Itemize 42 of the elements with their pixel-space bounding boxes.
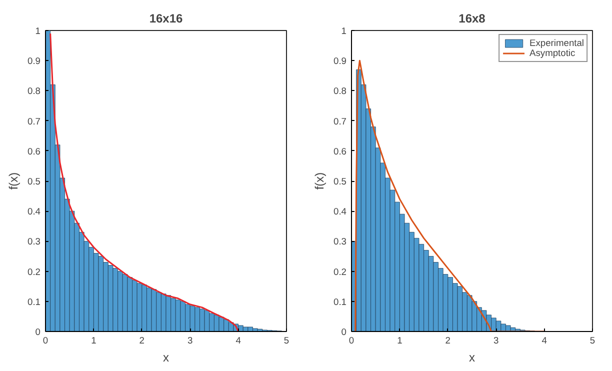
y-tick-label: 0 bbox=[341, 327, 347, 337]
y-tick-label: 0.7 bbox=[334, 116, 346, 126]
x-axis-title: x bbox=[163, 350, 169, 364]
x-tick-label: 3 bbox=[188, 336, 193, 346]
x-tick-label: 4 bbox=[236, 336, 241, 346]
y-tick-label: 1 bbox=[341, 26, 347, 36]
y-tick-label: 0.2 bbox=[334, 266, 346, 277]
y-tick-label: 0.5 bbox=[334, 176, 346, 186]
y-tick-label: 0.8 bbox=[334, 86, 346, 96]
x-tick-label: 5 bbox=[590, 336, 596, 346]
y-tick-label: 0.1 bbox=[334, 296, 346, 307]
x-tick-label: 3 bbox=[494, 336, 499, 346]
chart-title: 16x8 bbox=[458, 12, 486, 26]
y-tick-label: 0 bbox=[35, 327, 41, 337]
y-tick-label: 0.3 bbox=[334, 236, 346, 247]
y-tick-label: 0.2 bbox=[28, 266, 40, 277]
y-tick-label: 0.9 bbox=[334, 56, 346, 66]
y-tick-label: 1 bbox=[35, 26, 41, 36]
x-tick-label: 0 bbox=[348, 336, 354, 346]
x-tick-label: 4 bbox=[542, 336, 547, 346]
y-tick-label: 0.5 bbox=[28, 176, 40, 186]
y-tick-label: 0.1 bbox=[28, 296, 40, 307]
y-tick-label: 0.3 bbox=[28, 236, 40, 247]
y-tick-label: 0.4 bbox=[28, 206, 40, 217]
chart-title: 16x16 bbox=[149, 12, 184, 26]
y-axis-title: f(x) bbox=[6, 172, 21, 190]
x-tick-label: 2 bbox=[139, 336, 145, 346]
x-tick-label: 1 bbox=[91, 336, 96, 346]
x-tick-label: 2 bbox=[445, 336, 451, 346]
x-tick-label: 1 bbox=[397, 336, 402, 346]
y-tick-label: 0.8 bbox=[28, 86, 40, 96]
y-tick-label: 0.6 bbox=[28, 146, 40, 156]
x-tick-label: 0 bbox=[42, 336, 48, 346]
y-tick-label: 0.7 bbox=[28, 116, 40, 126]
y-tick-label: 0.6 bbox=[334, 146, 346, 156]
legend-label: Asymptotic bbox=[530, 48, 576, 58]
legend-label: Experimental bbox=[530, 38, 584, 48]
y-tick-label: 0.4 bbox=[334, 206, 346, 217]
x-tick-label: 5 bbox=[284, 336, 290, 346]
y-axis-title: f(x) bbox=[312, 172, 327, 190]
y-tick-label: 0.9 bbox=[28, 56, 40, 66]
x-axis-title: x bbox=[469, 350, 475, 364]
